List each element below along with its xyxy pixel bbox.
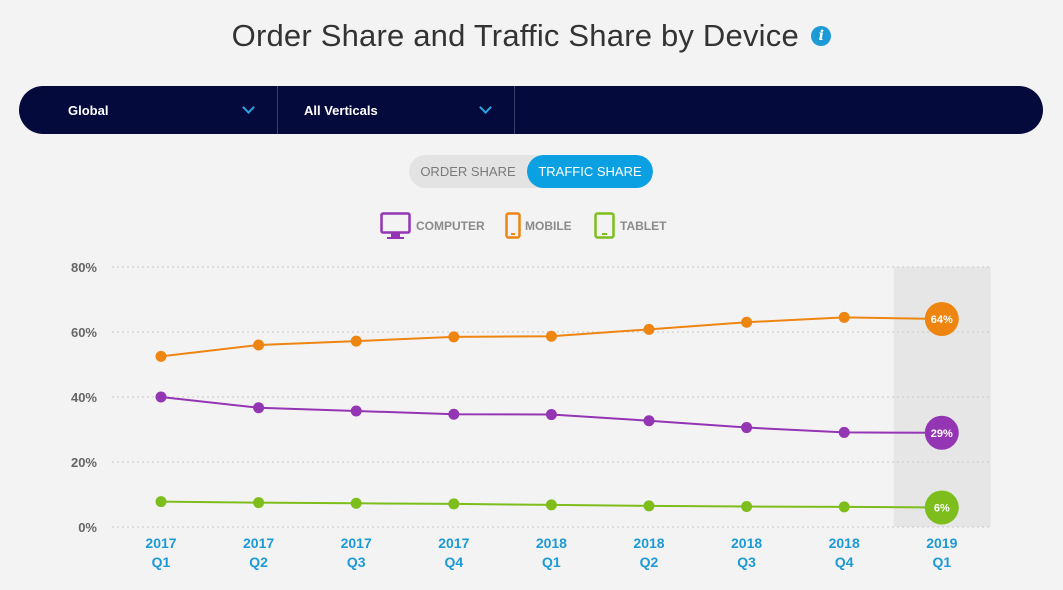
- y-tick-label: 60%: [71, 325, 97, 340]
- share-toggle: ORDER SHARE TRAFFIC SHARE: [409, 155, 653, 188]
- data-point-tablet: [545, 499, 557, 511]
- end-label-mobile: 64%: [931, 314, 953, 326]
- x-tick-quarter: Q1: [152, 554, 171, 570]
- data-point-computer: [545, 409, 557, 421]
- data-point-computer: [741, 422, 753, 434]
- title-row: Order Share and Traffic Share by Device …: [0, 18, 1063, 54]
- x-tick-quarter: Q3: [347, 554, 366, 570]
- legend-label-computer: COMPUTER: [416, 219, 485, 233]
- data-point-computer: [838, 426, 850, 438]
- data-point-mobile: [838, 311, 850, 323]
- region-dropdown[interactable]: Global: [19, 86, 278, 134]
- x-tick-year: 2017: [243, 535, 274, 551]
- data-point-tablet: [741, 501, 753, 513]
- filter-bar: Global All Verticals: [19, 86, 1043, 134]
- y-tick-label: 40%: [71, 390, 97, 405]
- y-tick-label: 80%: [71, 260, 97, 275]
- data-point-mobile: [741, 316, 753, 328]
- x-tick-year: 2018: [731, 535, 762, 551]
- x-tick-quarter: Q3: [737, 554, 756, 570]
- x-tick-quarter: Q4: [444, 554, 463, 570]
- x-tick-quarter: Q1: [932, 554, 951, 570]
- data-point-tablet: [350, 497, 362, 509]
- y-tick-label: 0%: [78, 520, 97, 535]
- info-icon[interactable]: i: [811, 26, 832, 46]
- legend-item-tablet[interactable]: TABLET: [594, 212, 666, 240]
- legend-item-mobile[interactable]: MOBILE: [505, 212, 572, 240]
- legend-label-mobile: MOBILE: [525, 219, 572, 233]
- end-badge-computer: [924, 415, 959, 450]
- tablet-icon: [594, 212, 615, 239]
- data-point-computer: [253, 402, 265, 414]
- order-share-button[interactable]: ORDER SHARE: [409, 155, 527, 188]
- x-tick-quarter: Q1: [542, 554, 561, 570]
- data-point-tablet: [838, 501, 850, 513]
- data-point-mobile: [643, 323, 655, 335]
- y-tick-label: 20%: [71, 455, 97, 470]
- end-label-tablet: 6%: [934, 503, 950, 515]
- phone-icon: [505, 212, 521, 239]
- traffic-share-button[interactable]: TRAFFIC SHARE: [527, 155, 653, 188]
- data-point-mobile: [155, 350, 167, 362]
- x-tick-quarter: Q4: [835, 554, 854, 570]
- legend-label-tablet: TABLET: [620, 219, 667, 233]
- legend: COMPUTER MOBILE TABLET: [0, 212, 1063, 242]
- end-label-computer: 29%: [931, 428, 953, 440]
- data-point-tablet: [448, 498, 460, 510]
- vertical-dropdown-label: All Verticals: [304, 102, 378, 118]
- region-dropdown-label: Global: [68, 102, 109, 118]
- page-title: Order Share and Traffic Share by Device: [231, 18, 799, 53]
- monitor-icon: [380, 212, 411, 239]
- x-tick-year: 2019: [926, 535, 957, 551]
- data-point-computer: [643, 415, 655, 427]
- x-tick-quarter: Q2: [640, 554, 659, 570]
- x-tick-year: 2018: [633, 535, 664, 551]
- data-point-computer: [448, 408, 460, 420]
- data-point-mobile: [545, 330, 557, 342]
- data-point-mobile: [448, 331, 460, 343]
- legend-item-computer[interactable]: COMPUTER: [380, 212, 485, 240]
- data-point-computer: [350, 405, 362, 417]
- x-tick-year: 2018: [536, 535, 567, 551]
- x-tick-year: 2018: [829, 535, 860, 551]
- x-tick-quarter: Q2: [249, 554, 268, 570]
- vertical-dropdown[interactable]: All Verticals: [278, 86, 515, 134]
- x-tick-year: 2017: [341, 535, 372, 551]
- data-point-mobile: [350, 335, 362, 347]
- end-badge-mobile: [924, 302, 959, 336]
- data-point-tablet: [155, 496, 167, 508]
- data-point-tablet: [253, 497, 265, 509]
- end-badge-tablet: [924, 490, 959, 525]
- x-tick-year: 2017: [145, 535, 176, 551]
- data-point-computer: [155, 391, 167, 403]
- data-point-mobile: [253, 339, 265, 351]
- data-point-tablet: [643, 500, 655, 512]
- x-tick-year: 2017: [438, 535, 469, 551]
